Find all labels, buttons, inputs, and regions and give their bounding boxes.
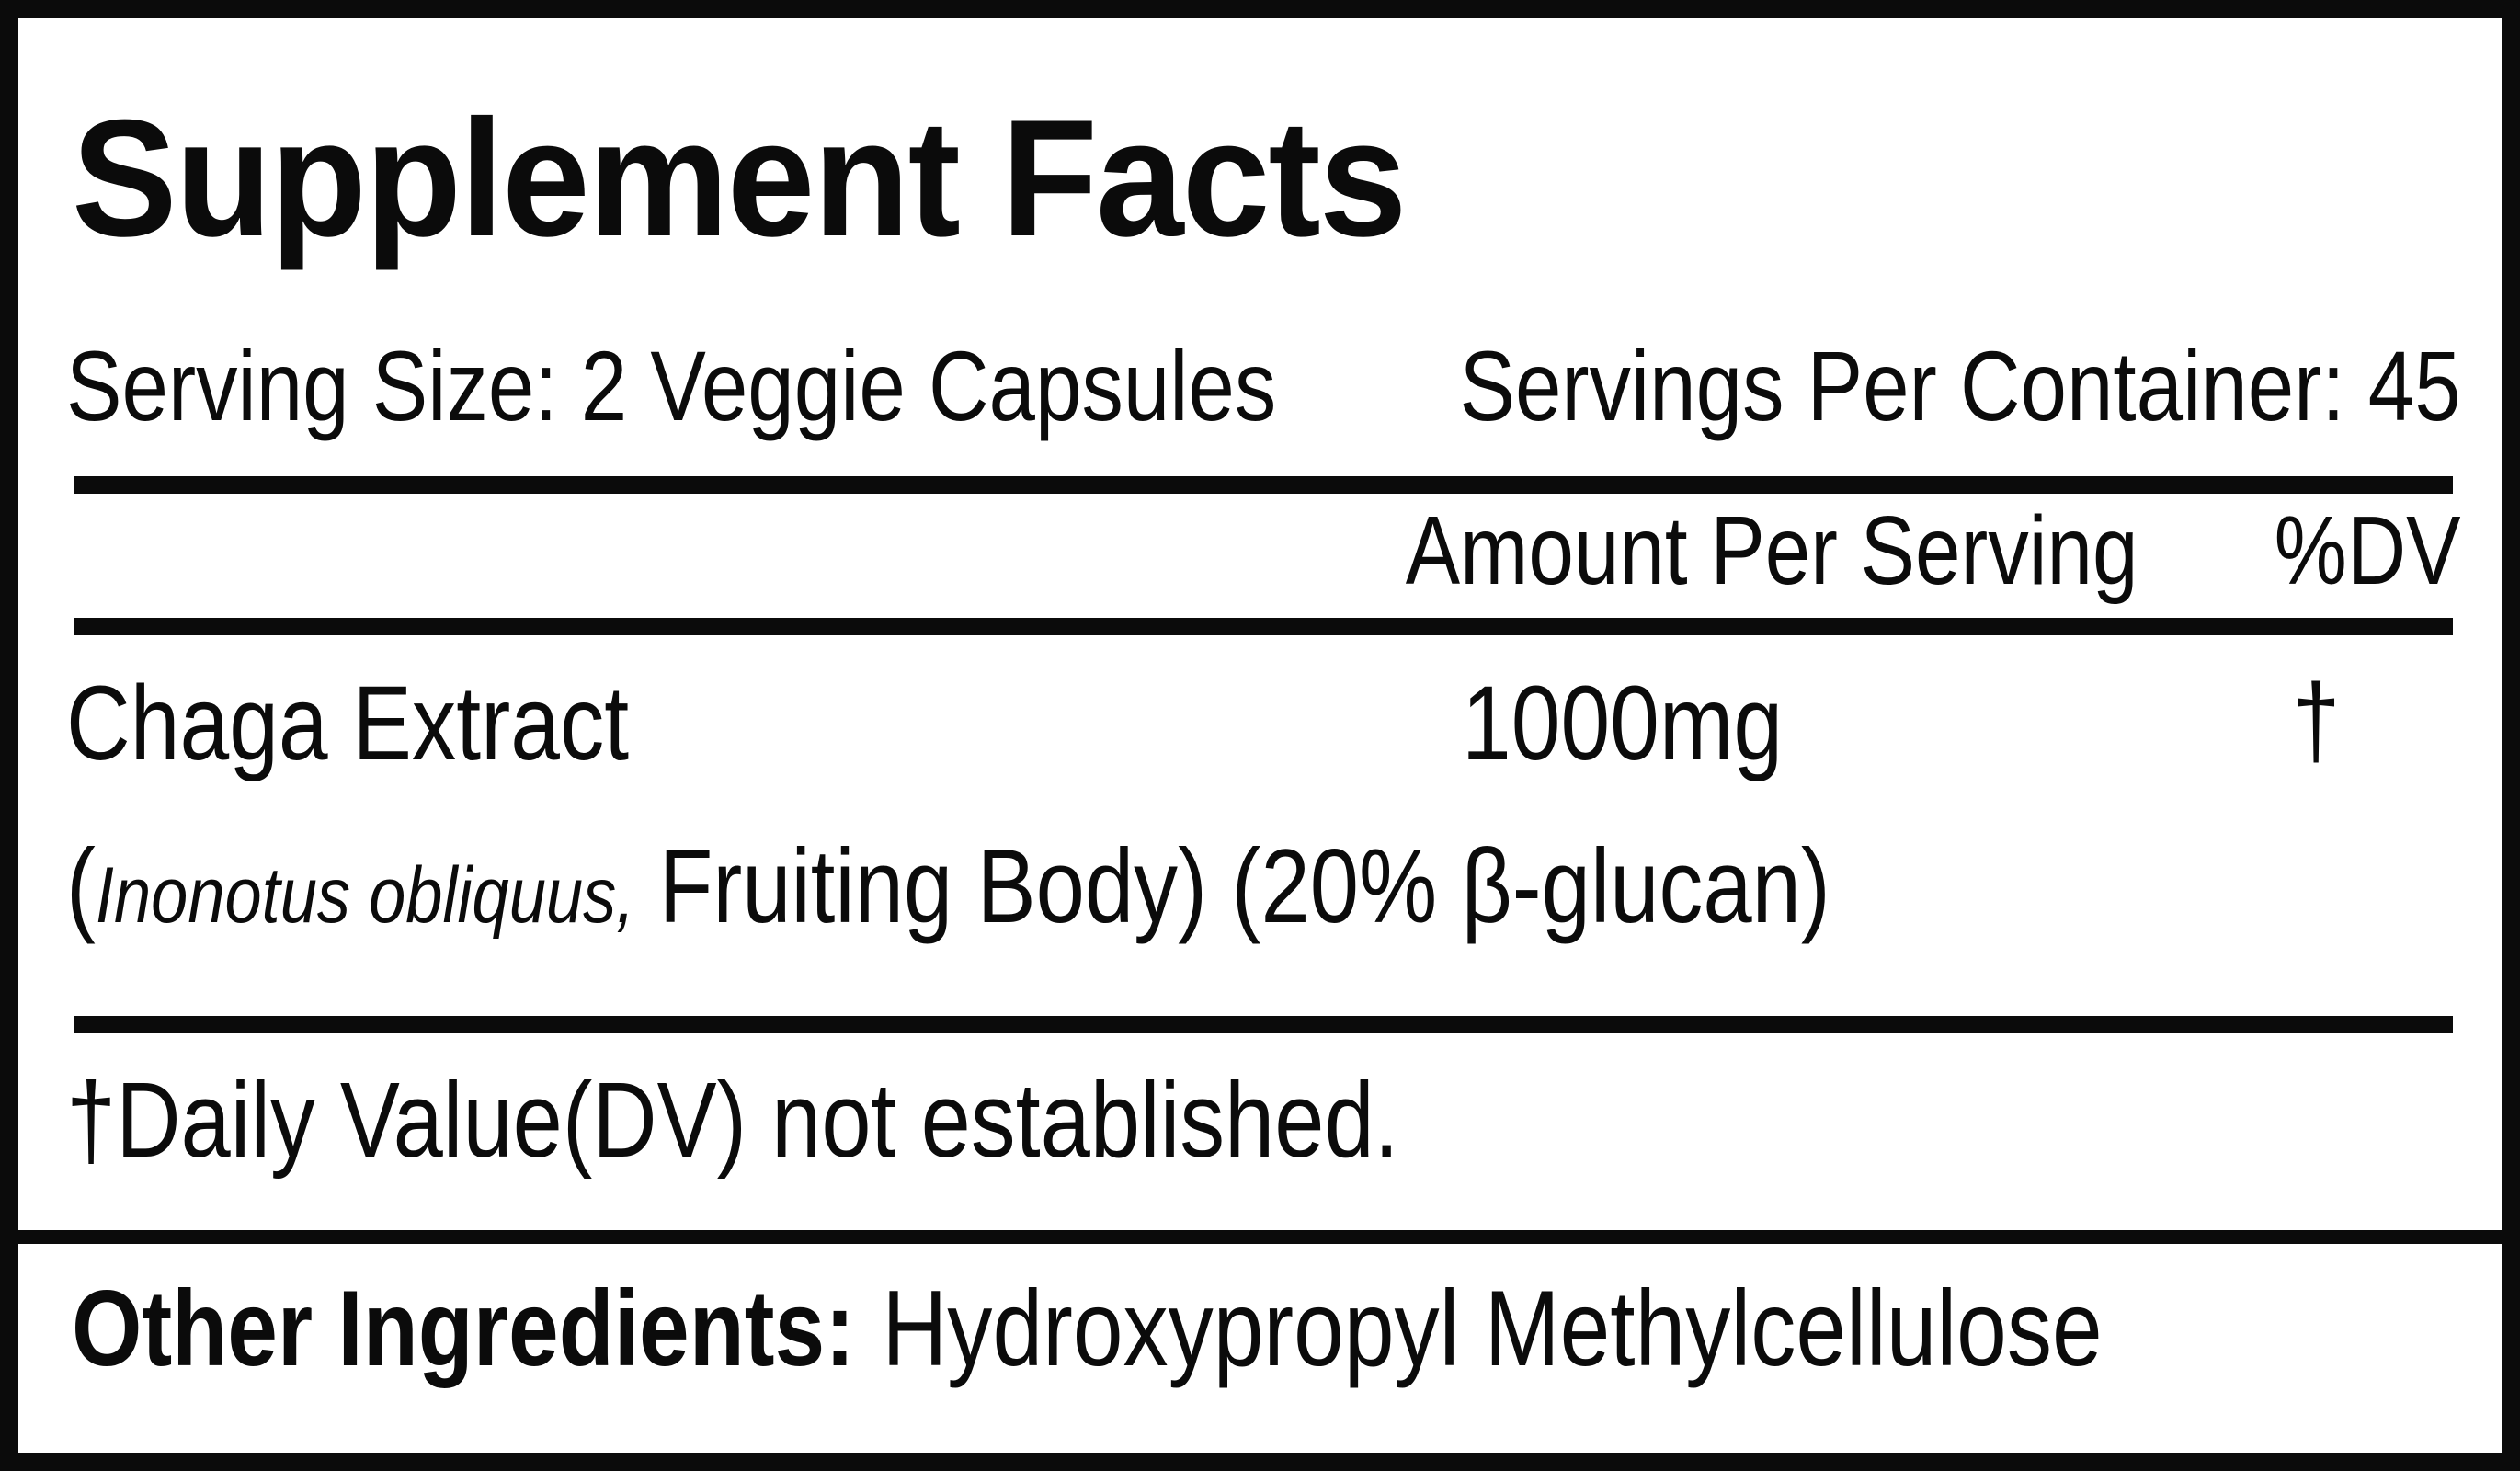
serving-size-text: Serving Size: 2 Veggie Capsules (66, 330, 1277, 441)
column-header-amount-per-serving: Amount Per Serving (1406, 496, 2138, 605)
section-divider-line (18, 1230, 2502, 1244)
other-ingredients-line: Other Ingredients: Hydroxypropyl Methylce… (72, 1274, 2103, 1382)
servings-per-container-text: Servings Per Container: 45 (1459, 330, 2461, 441)
other-ingredients-label: Other Ingredients: (72, 1268, 855, 1388)
ingredient-detail-line: (Inonotus obliquus, Fruiting Body) (20% … (66, 835, 1830, 940)
other-ingredients-value: Hydroxypropyl Methylcellulose (882, 1268, 2103, 1388)
ingredient-detail-open-paren: ( (66, 828, 96, 945)
daily-value-footnote: †Daily Value(DV) not established. (66, 1060, 1399, 1180)
thick-rule-top (74, 476, 2453, 494)
thick-rule-header (74, 618, 2453, 635)
ingredient-latin-name: Inonotus obliquus, (95, 851, 635, 940)
panel-title: Supplement Facts (72, 86, 1407, 271)
ingredient-name: Chaga Extract (66, 665, 630, 782)
thick-rule-bottom (74, 1016, 2453, 1033)
ingredient-detail-suffix: Fruiting Body) (20% β-glucan) (634, 828, 1830, 945)
column-header-percent-dv: %DV (2275, 496, 2461, 605)
ingredient-dv-dagger: † (2291, 663, 2340, 778)
ingredient-amount: 1000mg (1462, 665, 1784, 782)
